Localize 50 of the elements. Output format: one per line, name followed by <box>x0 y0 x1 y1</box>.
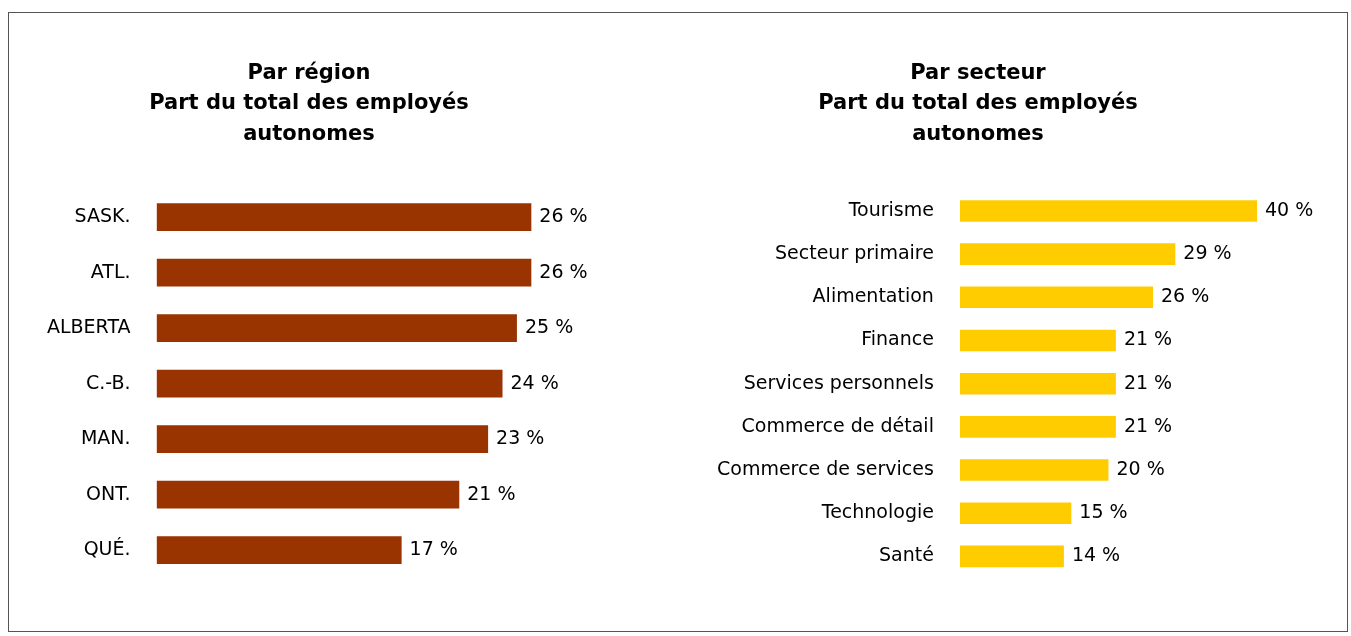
bar <box>156 480 460 509</box>
data-label: 14 % <box>1071 543 1121 566</box>
y-tick-label: QUÉ. <box>83 537 131 560</box>
bar <box>959 243 1176 265</box>
bar <box>959 286 1154 309</box>
bar <box>156 425 489 454</box>
data-label: 21 % <box>1123 413 1173 436</box>
bar <box>959 329 1116 352</box>
data-label: 23 % <box>496 426 545 449</box>
y-tick-label: MAN. <box>80 426 131 449</box>
data-label: 17 % <box>409 537 458 560</box>
bar <box>156 258 532 287</box>
y-tick-label: Commerce de services <box>716 456 934 479</box>
data-label: 21 % <box>1123 327 1173 350</box>
bar <box>959 372 1116 395</box>
y-tick-label: C.-B. <box>86 370 131 393</box>
data-label: 40 % <box>1265 197 1314 220</box>
data-label: 29 % <box>1183 241 1232 264</box>
bar <box>156 369 503 398</box>
y-tick-label: SASK. <box>74 204 131 227</box>
y-tick-label: Commerce de détail <box>741 413 934 436</box>
data-label: 21 % <box>467 481 516 504</box>
y-tick-label: Secteur primaire <box>775 241 934 264</box>
y-tick-label: Santé <box>879 543 934 566</box>
y-tick-label: Tourisme <box>847 197 934 220</box>
y-tick-label: Finance <box>861 327 934 350</box>
bar <box>959 459 1109 481</box>
y-tick-label: ATL. <box>90 259 131 282</box>
bar <box>959 502 1072 525</box>
data-label: 24 % <box>510 370 559 393</box>
data-label: 26 % <box>539 259 588 282</box>
chart-title: Par région Part du total des employés autonomes <box>149 59 469 145</box>
bar <box>959 545 1064 568</box>
y-tick-label: Alimentation <box>812 284 934 307</box>
data-label: 20 % <box>1116 456 1165 479</box>
chart-title: Par secteur Part du total des employés autonomes <box>818 59 1138 145</box>
bar <box>959 200 1257 222</box>
bar <box>156 314 517 343</box>
data-label: 26 % <box>539 204 588 227</box>
y-tick-label: Technologie <box>820 500 934 523</box>
data-label: 26 % <box>1161 284 1210 307</box>
bar <box>959 416 1116 438</box>
y-tick-label: ONT. <box>86 481 131 504</box>
bar <box>156 203 532 231</box>
y-tick-label: Services personnels <box>743 370 934 393</box>
bar <box>156 536 402 565</box>
data-label: 21 % <box>1123 370 1173 393</box>
y-tick-label: ALBERTA <box>46 315 131 338</box>
data-label: 25 % <box>524 315 574 338</box>
data-label: 15 % <box>1079 500 1128 523</box>
